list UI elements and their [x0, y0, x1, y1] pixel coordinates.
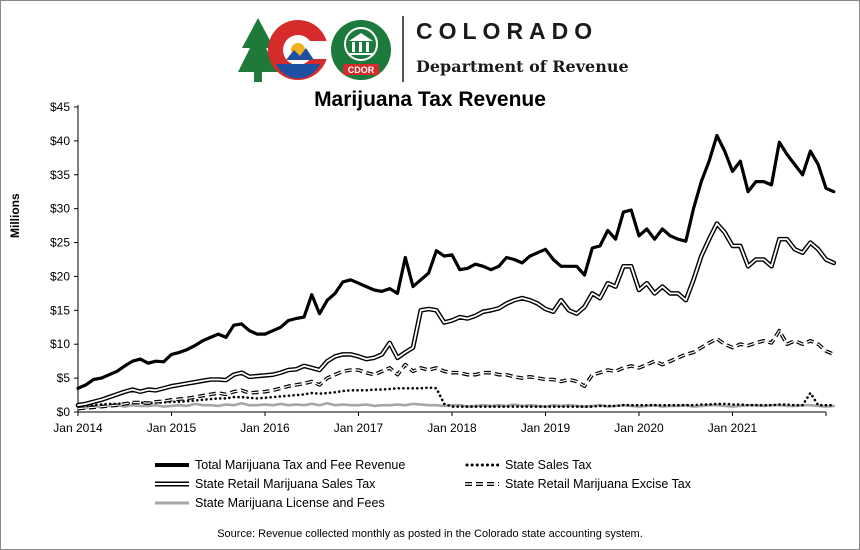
y-tick-label: $0 — [57, 405, 71, 419]
y-tick-label: $20 — [50, 269, 70, 283]
colorado-c-icon — [268, 20, 330, 80]
legend-swatch-retail-sales-tax — [155, 481, 189, 487]
legend-label-excise-tax: State Retail Marijuana Excise Tax — [505, 477, 691, 491]
x-tick-label: Jan 2016 — [240, 421, 290, 435]
series-layer — [75, 133, 837, 411]
y-tick-label: $40 — [50, 134, 70, 148]
legend-swatch-sales-tax — [465, 463, 499, 467]
source-note: Source: Revenue collected monthly as pos… — [217, 528, 643, 540]
x-tick-label: Jan 2020 — [614, 421, 664, 435]
y-tick-label: $5 — [57, 371, 71, 385]
x-tick-label: Jan 2021 — [708, 421, 758, 435]
x-tick-label: Jan 2019 — [521, 421, 571, 435]
legend-label-license-fees: State Marijuana License and Fees — [195, 496, 385, 510]
series-line-state-retail-marijuana-excise-tax — [77, 328, 835, 411]
axes: $0 $5 $10 $15 $20 $25 $30 $35 $40 $45 Jan 2014 Jan … — [50, 100, 827, 435]
y-tick-label: $15 — [50, 303, 70, 317]
brand: COLORADO Department of Revenue — [416, 18, 629, 76]
series-line-state-marijuana-license-and-fees — [76, 401, 836, 410]
series-path-outer — [77, 328, 835, 411]
x-tick-label: Jan 2017 — [334, 421, 384, 435]
cdor-seal-icon: CDOR — [331, 20, 391, 80]
chart-title: Marijuana Tax Revenue — [314, 88, 546, 111]
legend-label-retail-sales-tax: State Retail Marijuana Sales Tax — [195, 477, 376, 491]
y-tick-label: $35 — [50, 168, 70, 182]
legend-item-excise-tax: State Retail Marijuana Excise Tax — [465, 477, 691, 491]
seal-text: CDOR — [348, 65, 375, 75]
header: CDOR COLORADO Department of Revenue — [236, 14, 636, 86]
legend-label-total: Total Marijuana Tax and Fee Revenue — [195, 458, 406, 472]
colorado-logo: CDOR — [238, 18, 391, 82]
y-tick-label: $30 — [50, 202, 70, 216]
series-line-total-marijuana-tax-and-fee-revenue — [76, 133, 836, 390]
series-path-inner — [77, 222, 835, 407]
legend-item-sales-tax: State Sales Tax — [465, 458, 592, 472]
x-tick-label: Jan 2018 — [427, 421, 477, 435]
y-tick-label: $25 — [50, 236, 70, 250]
state-name: COLORADO — [416, 18, 599, 44]
x-tick-label: Jan 2014 — [53, 421, 103, 435]
header-divider — [402, 16, 404, 82]
y-tick-label: $45 — [50, 100, 70, 114]
series-path — [76, 401, 836, 410]
x-tick-label: Jan 2015 — [147, 421, 197, 435]
legend-item-total: Total Marijuana Tax and Fee Revenue — [155, 458, 405, 472]
series-line-state-retail-marijuana-sales-tax — [75, 221, 837, 408]
legend-label-sales-tax: State Sales Tax — [505, 458, 592, 472]
legend-swatch-license-fees — [155, 501, 189, 505]
series-path — [76, 133, 836, 390]
legend-item-license-fees: State Marijuana License and Fees — [155, 496, 385, 510]
series-path-inner — [77, 330, 835, 410]
legend-item-retail-sales-tax: State Retail Marijuana Sales Tax — [155, 477, 375, 491]
legend-swatch-total — [155, 463, 189, 467]
department-name: Department of Revenue — [416, 57, 629, 76]
tree-icon — [238, 18, 278, 82]
y-tick-label: $10 — [50, 337, 70, 351]
series-path-outer — [75, 221, 837, 408]
legend-swatch-excise-tax — [465, 482, 499, 486]
